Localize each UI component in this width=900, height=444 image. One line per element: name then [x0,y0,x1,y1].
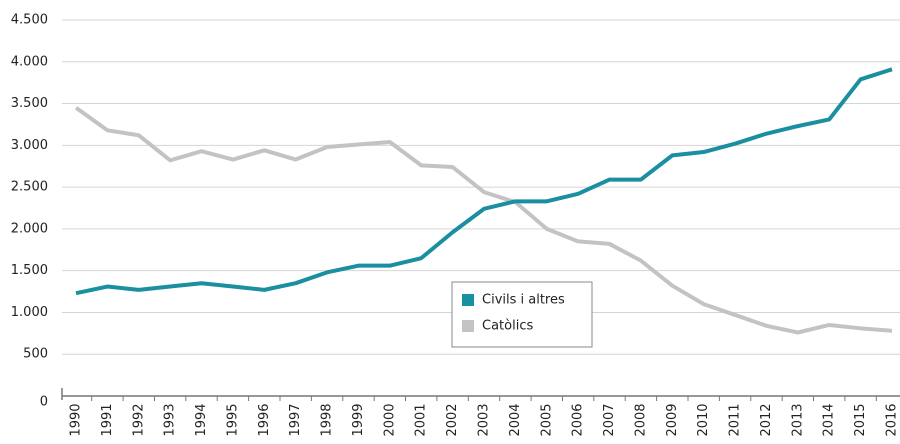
x-tick-label: 1995 [225,403,240,436]
x-tick-label: 2008 [633,403,648,436]
x-tick-label: 2007 [602,403,617,436]
y-tick-label: 3.500 [11,96,48,111]
x-tick-label: 1999 [351,403,366,436]
y-tick-label: 4.500 [11,13,48,28]
legend-box [451,281,593,348]
x-tick-label: 2003 [477,403,492,436]
y-tick-label: 2.500 [11,180,48,195]
series-line [74,106,893,335]
x-tick-label: 1994 [194,403,209,436]
x-tick-label: 2012 [759,403,774,436]
y-tick-label: 500 [23,347,48,362]
x-tick-label: 1990 [69,403,84,436]
x-tick-label: 2011 [728,403,743,436]
x-tick-label: 2005 [539,403,554,436]
x-tick-label: 2000 [382,403,397,436]
y-tick-label: 3.000 [11,138,48,153]
y-tick-label: 4.000 [11,54,48,69]
x-tick-label: 2013 [790,403,805,436]
x-tick-label: 2015 [853,403,868,436]
x-tick-label: 2006 [571,403,586,436]
series-line [75,67,893,296]
x-tick-label: 2010 [696,403,711,436]
x-tick-label: 2004 [508,403,523,436]
legend-swatch [462,294,474,306]
y-tick-label: 1.500 [11,263,48,278]
x-tick-label: 1991 [100,403,115,436]
x-tick-label: 2009 [665,403,680,436]
legend-label: Catòlics [482,319,533,334]
x-tick-label: 1993 [163,403,178,436]
x-tick-label: 1998 [320,403,335,436]
y-tick-label: 0 [40,395,48,410]
legend-swatch [462,320,474,332]
x-tick-label: 1997 [288,403,303,436]
y-tick-label: 1.000 [11,305,48,320]
x-tick-label: 2016 [885,403,900,436]
legend-label: Civils i altres [482,293,565,308]
x-tick-label: 1996 [257,403,272,436]
x-tick-label: 1992 [131,403,146,436]
x-tick-label: 2002 [445,403,460,436]
y-tick-label: 2.000 [11,221,48,236]
x-tick-label: 2001 [414,403,429,436]
x-tick-label: 2014 [822,403,837,436]
